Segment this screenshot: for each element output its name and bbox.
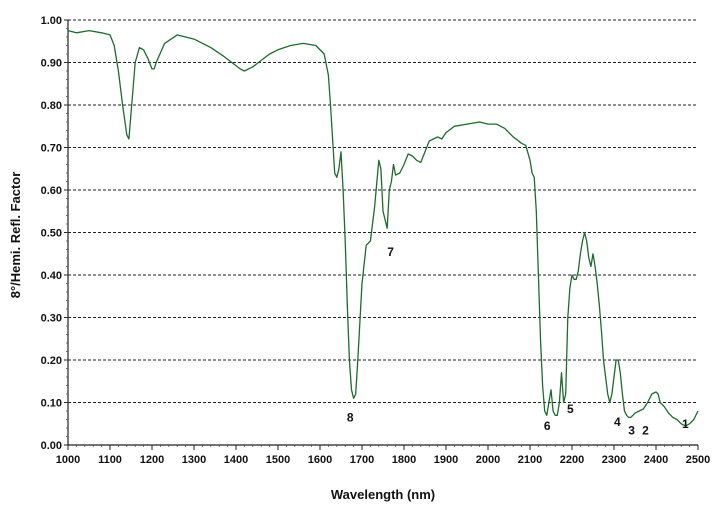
x-tick-label: 1800 [392, 454, 416, 466]
y-tick-label: 0.70 [41, 143, 62, 155]
y-tick-label: 0.20 [41, 355, 62, 367]
x-tick-label: 1900 [434, 454, 458, 466]
y-tick-label: 0.30 [41, 313, 62, 325]
axes [64, 19, 699, 450]
x-axis-title: Wavelength (nm) [331, 487, 435, 502]
x-tick-label: 1000 [56, 454, 80, 466]
y-tick-label: 0.80 [41, 100, 62, 112]
y-tick-label: 0.60 [41, 185, 62, 197]
x-tick-label: 1300 [182, 454, 206, 466]
x-tick-label: 2100 [518, 454, 542, 466]
annotations: 1 234 5 6 7 8 [347, 245, 689, 438]
annotation-label: 4 [614, 415, 621, 429]
annotation-label: 2 [642, 423, 649, 437]
tick-labels: 0.00 0.10 0.20 0.30 0.40 0.50 0.60 0.70 0.80 0.90… [41, 15, 711, 466]
annotation-label: 5 [567, 402, 574, 416]
y-tick-label: 0.40 [41, 270, 62, 282]
grid [68, 19, 698, 403]
x-tick-label: 1700 [350, 454, 374, 466]
y-tick-label: 0.00 [41, 440, 62, 452]
y-tick-label: 1.00 [41, 15, 62, 27]
series [67, 29, 699, 427]
annotation-label: 8 [347, 411, 354, 425]
x-tick-label: 2000 [476, 454, 500, 466]
annotation-label: 1 [682, 417, 689, 431]
x-tick-label: 2500 [686, 454, 710, 466]
annotation-label: 7 [387, 245, 394, 259]
y-axis-title: 8°/Hemi. Refl. Factor [8, 172, 23, 299]
reflectance-line [67, 29, 699, 427]
annotation-label: 6 [544, 419, 551, 433]
x-tick-label: 2300 [602, 454, 626, 466]
x-tick-label: 1600 [308, 454, 332, 466]
x-tick-label: 2400 [644, 454, 668, 466]
x-tick-label: 1400 [224, 454, 248, 466]
x-tick-label: 1100 [98, 454, 122, 466]
y-tick-label: 0.10 [41, 398, 62, 410]
x-tick-label: 2200 [560, 454, 584, 466]
x-tick-label: 1200 [140, 454, 164, 466]
y-tick-label: 0.50 [41, 228, 62, 240]
y-tick-label: 0.90 [41, 58, 62, 70]
annotation-label: 3 [628, 423, 635, 437]
x-tick-label: 1500 [266, 454, 290, 466]
